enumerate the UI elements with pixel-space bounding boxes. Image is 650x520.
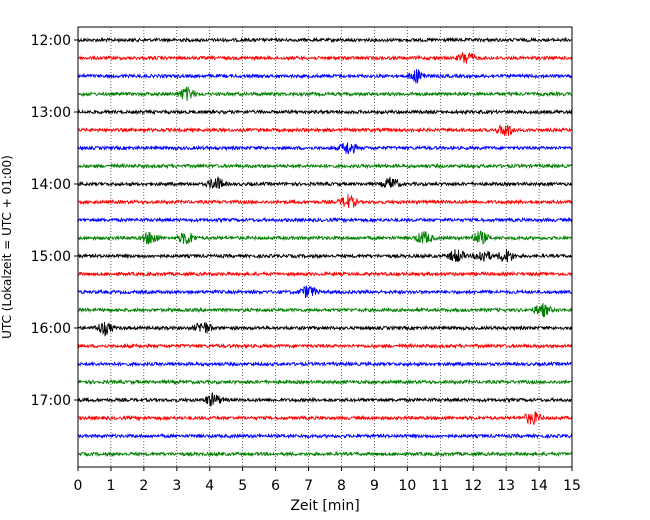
x-tick-label: 5	[238, 478, 247, 494]
y-tick-label: 16:00	[31, 321, 71, 337]
trace-line	[77, 270, 573, 278]
trace-line	[77, 162, 573, 170]
trace-line	[77, 432, 573, 440]
y-axis: 12:00 13:00 14:00 15:00 16:00 17:00	[31, 33, 78, 409]
x-tick-label: 15	[563, 478, 581, 494]
x-tick-label: 9	[370, 478, 379, 494]
grid-lines	[110, 27, 540, 467]
x-axis-label: Zeit [min]	[290, 498, 359, 514]
trace-line	[77, 321, 573, 337]
x-tick-label: 10	[398, 478, 416, 494]
y-tick-label: 12:00	[31, 33, 71, 49]
x-tick-label: 8	[337, 478, 346, 494]
trace-line	[77, 360, 573, 368]
trace-line	[77, 450, 573, 458]
x-tick-label: 6	[271, 478, 280, 494]
x-tick-label: 12	[464, 478, 482, 494]
y-tick-label: 14:00	[31, 177, 71, 193]
trace-line	[77, 36, 573, 44]
y-tick-label: 15:00	[31, 249, 71, 265]
y-tick-label: 17:00	[31, 393, 71, 409]
x-axis: 0 1 2 3 4 5 6 7 8 9 10 11 12 13 14 15	[74, 467, 581, 494]
x-tick-label: 0	[74, 478, 83, 494]
trace-line	[77, 176, 573, 190]
trace-line	[77, 216, 573, 224]
plot-frame	[77, 26, 573, 468]
plot-area	[78, 27, 572, 467]
trace-line	[77, 302, 573, 318]
x-tick-label: 14	[530, 478, 548, 494]
trace-line	[77, 142, 573, 155]
trace-line	[77, 194, 573, 209]
trace-line	[77, 69, 573, 84]
trace-group	[77, 36, 573, 458]
x-tick-label: 7	[304, 478, 313, 494]
trace-line	[77, 411, 573, 425]
x-tick-label: 2	[139, 478, 148, 494]
x-tick-label: 13	[497, 478, 515, 494]
trace-line	[77, 123, 573, 137]
trace-line	[77, 248, 573, 263]
x-tick-label: 3	[172, 478, 181, 494]
trace-line	[77, 285, 573, 299]
trace-line	[77, 378, 573, 386]
trace-line	[77, 230, 573, 245]
trace-line	[77, 342, 573, 350]
x-tick-label: 4	[205, 478, 214, 494]
y-tick-label: 13:00	[31, 105, 71, 121]
trace-line	[77, 392, 573, 407]
x-tick-label: 11	[431, 478, 449, 494]
y-axis-label: UTC (Lokalzeit = UTC + 01:00)	[0, 155, 14, 339]
trace-line	[77, 51, 573, 64]
x-tick-label: 1	[106, 478, 115, 494]
trace-line	[77, 108, 573, 116]
trace-line	[77, 86, 573, 101]
